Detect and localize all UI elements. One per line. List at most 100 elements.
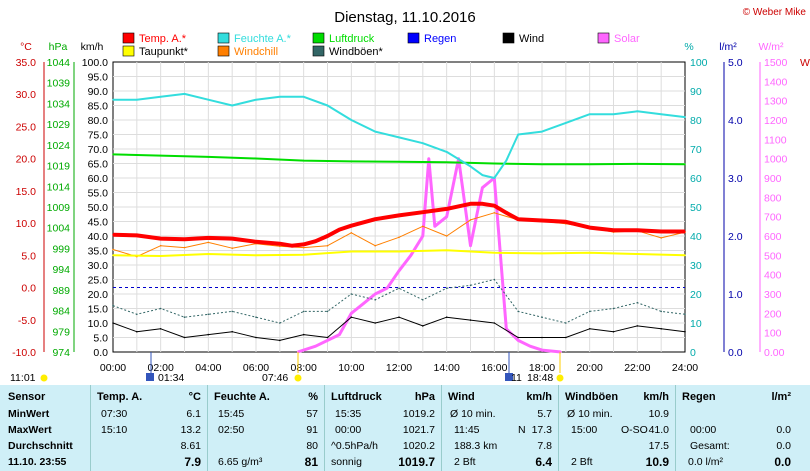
data-point [326,104,329,107]
tick-x: 00:00 [100,362,126,374]
pressure-min-time: 15:35 [335,408,362,420]
tick-hpa: 1039 [47,78,71,90]
tick-x: 14:00 [434,362,460,374]
legend-swatch [407,32,420,44]
temp-min-time: 07:30 [101,408,128,420]
legend-swatch [217,45,230,57]
data-point [493,252,496,254]
tick-percent: 60 [690,173,702,185]
moonrise-icon [146,373,154,381]
wind-max-value: 17.3 [531,424,552,436]
unit-wm2: W/m² [758,41,784,53]
weather-chart: Dienstag, 11.10.2016 © Weber Mike Temp. A.… [10,7,810,384]
tick-celsius: 0.0 [21,283,36,295]
data-point [398,287,400,290]
data-point [612,113,615,115]
data-point [541,349,543,351]
moon-label: 11 [511,372,522,384]
data-point [302,246,305,249]
rain-today: 0.0 l/m² [688,456,724,468]
data-point [302,96,305,98]
data-point [422,299,424,301]
data-point [374,244,377,247]
tick-x: 04:00 [195,362,221,374]
data-point [183,336,186,339]
data-point [231,310,233,313]
stats-header-rain: Regen [682,391,716,403]
data-point [350,316,353,319]
tick-hpa: 994 [52,264,70,276]
data-point [183,93,186,95]
data-point [279,96,281,98]
data-point [374,218,377,220]
data-point [469,219,472,221]
grid [113,62,685,352]
tick-kmh: 100.0 [82,57,108,69]
tick-kmh: 70.0 [88,144,109,156]
tick-wm2: 1500 [764,57,788,69]
data-point [588,113,591,115]
tick-hpa: 1029 [47,119,71,131]
data-point [636,163,639,165]
legend-swatch [312,32,325,44]
data-point [517,310,519,313]
tick-x: 22:00 [624,362,650,374]
tick-kmh: 60.0 [88,173,109,185]
gust-max-value: 41.0 [648,424,669,436]
data-point [493,162,496,165]
tick-wm2: 1100 [764,134,787,146]
unit-hpa: hPa [49,41,68,53]
tick-x: 06:00 [243,362,269,374]
rain-max-time: 00:00 [690,424,717,436]
tick-celsius: 15.0 [16,186,37,198]
legend-swatch [312,45,325,57]
data-point [279,242,281,245]
data-point [422,142,424,144]
data-point [684,163,686,166]
data-point [684,254,686,257]
data-point [350,250,353,253]
data-point [517,336,519,339]
temp-min-value: 6.1 [186,408,201,420]
stats-temp-col: Temp. A. °C 07:30 6.1 15:10 13.2 8.61 7.… [90,385,207,471]
data-point [207,156,210,158]
data-point [588,226,591,229]
data-point [255,316,257,319]
data-point [445,161,448,164]
data-point [636,229,639,231]
data-point [314,345,317,348]
data-point [112,233,114,236]
tick-x: 12:00 [386,362,412,374]
wind-current-value: 6.4 [535,455,552,469]
legend-label: Luftdruck [329,33,375,45]
temp-avg-value: 8.61 [180,440,201,452]
pressure-trend: ^0.5hPa/h [331,440,378,452]
humidity-min-value: 57 [306,408,318,420]
rain-max-value: 0.0 [776,424,791,436]
data-point [445,249,448,251]
data-point [374,299,377,301]
data-point [112,98,114,101]
data-point [350,232,353,234]
data-point [231,247,233,249]
tick-kmh: 80.0 [88,115,109,127]
data-point [338,228,341,231]
tick-lm2: 4.0 [728,115,743,127]
chart-title: Dienstag, 11.10.2016 [334,9,476,26]
data-point [279,245,281,248]
data-point [493,278,496,281]
legend-label: Windböen* [329,46,384,58]
moonset-icon [505,373,513,381]
data-point [136,98,138,101]
data-point [684,116,686,118]
data-point [314,240,317,242]
sunset-icon-b [556,374,564,382]
tick-lm2: 3.0 [728,173,743,185]
sunset-time: 18:48 [527,372,553,384]
tick-percent: 20 [690,289,702,301]
data-point [231,330,233,333]
data-point [302,253,305,256]
data-point [422,235,424,237]
data-point [136,330,138,333]
data-point [183,238,186,240]
